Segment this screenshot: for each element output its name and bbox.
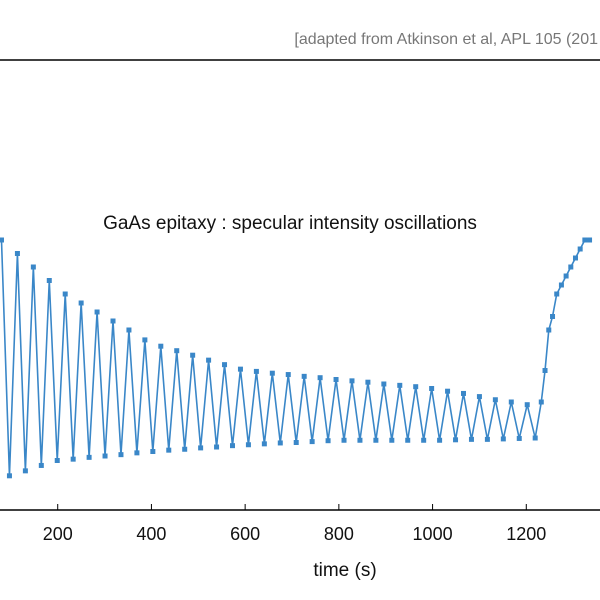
data-point [150, 449, 156, 454]
data-point [46, 278, 52, 283]
data-point [460, 390, 466, 396]
data-point [30, 264, 36, 270]
data-point [554, 291, 560, 297]
data-point [237, 366, 243, 372]
source-note: [adapted from Atkinson et al, APL 105 (2… [294, 31, 598, 48]
x-tick-label: 800 [324, 524, 354, 544]
data-point [0, 237, 4, 243]
x-axis-label: time (s) [313, 560, 376, 581]
data-point [546, 327, 552, 333]
data-point [563, 273, 569, 279]
data-point [126, 327, 132, 333]
x-tick-label: 400 [136, 524, 166, 544]
data-point [301, 373, 307, 379]
data-point [508, 399, 514, 405]
annotation: GaAs epitaxy : specular intensity oscill… [103, 213, 477, 234]
data-point [54, 458, 60, 463]
data-point [587, 237, 593, 243]
data-point [492, 397, 498, 403]
data-point [516, 435, 522, 441]
data-point [538, 399, 544, 405]
data-point [429, 386, 435, 391]
data-point [341, 437, 347, 443]
data-point [142, 337, 148, 343]
data-point [413, 384, 419, 390]
data-point [253, 368, 259, 374]
data-point [269, 370, 275, 376]
data-point [317, 375, 323, 381]
data-point [558, 282, 564, 288]
data-point [285, 372, 291, 378]
data-point [381, 381, 387, 387]
data-point [206, 357, 212, 363]
data-point [118, 452, 124, 458]
data-point [198, 445, 204, 451]
data-point [333, 377, 339, 382]
data-point [437, 437, 443, 443]
data-point [542, 368, 548, 373]
data-point [453, 437, 459, 443]
data-point [476, 394, 482, 400]
data-point [373, 437, 379, 443]
x-tick-label: 200 [43, 524, 73, 544]
data-point [572, 255, 578, 261]
x-tick-label: 600 [230, 524, 260, 544]
data-point [229, 443, 235, 449]
data-point [577, 246, 583, 252]
data-point [277, 440, 283, 446]
data-point [62, 291, 68, 297]
data-point [357, 437, 363, 443]
data-point [421, 437, 427, 443]
data-point [293, 440, 299, 445]
data-point [532, 435, 538, 441]
data-point [222, 362, 228, 368]
data-point [582, 237, 588, 243]
data-point [568, 264, 574, 270]
data-point [78, 300, 84, 306]
data-point [261, 441, 267, 447]
data-point [550, 314, 556, 319]
data-point [6, 473, 12, 479]
data-point [174, 348, 180, 354]
data-point [245, 442, 251, 448]
data-point [166, 447, 172, 453]
data-point [134, 450, 140, 456]
data-point [405, 437, 411, 443]
data-point [349, 378, 355, 384]
data-point [397, 382, 403, 388]
data-point [500, 436, 506, 442]
data-point [182, 446, 188, 452]
data-point [524, 402, 530, 408]
data-point [445, 388, 451, 394]
data-point [158, 343, 164, 349]
x-tick-label: 1000 [413, 524, 453, 544]
data-point [94, 309, 100, 315]
series-line [0, 239, 590, 476]
data-point [110, 318, 116, 324]
data-point [309, 439, 315, 445]
data-point [389, 437, 395, 443]
data-point [468, 436, 474, 442]
data-point [190, 352, 196, 358]
data-point [365, 379, 371, 385]
data-point [86, 454, 92, 460]
data-point [102, 453, 108, 459]
data-point [325, 438, 331, 444]
x-tick-label: 1200 [506, 524, 546, 544]
data-point [70, 456, 76, 462]
data-point [14, 251, 20, 256]
data-point [22, 468, 28, 474]
data-point [484, 436, 490, 442]
data-point [38, 462, 44, 468]
data-point [214, 444, 220, 450]
